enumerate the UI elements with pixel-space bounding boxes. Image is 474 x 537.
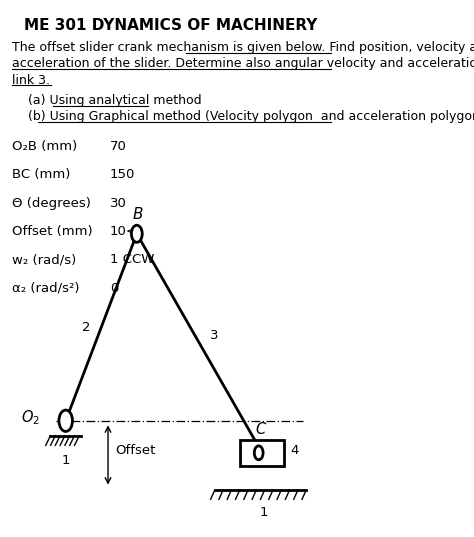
Text: 2: 2 — [82, 321, 90, 334]
Text: 4: 4 — [290, 444, 299, 456]
Bar — [240, 440, 284, 466]
Text: Θ (degrees): Θ (degrees) — [11, 197, 91, 209]
Circle shape — [59, 410, 73, 431]
Text: link 3.: link 3. — [11, 74, 50, 86]
Text: $B$: $B$ — [132, 206, 143, 222]
Text: $C$: $C$ — [255, 421, 267, 437]
Text: Offset (mm): Offset (mm) — [11, 225, 92, 238]
Text: O₂B (mm): O₂B (mm) — [11, 140, 77, 153]
Text: $O_2$: $O_2$ — [21, 409, 40, 427]
Text: BC (mm): BC (mm) — [11, 168, 70, 182]
Text: 1: 1 — [260, 506, 268, 519]
Text: ME 301 DYNAMICS OF MACHINERY: ME 301 DYNAMICS OF MACHINERY — [24, 18, 318, 33]
Text: 10<: 10< — [109, 225, 138, 238]
Text: 0: 0 — [109, 281, 118, 295]
Text: (b) Using Graphical method (Velocity polygon  and acceleration polygon): (b) Using Graphical method (Velocity pol… — [11, 111, 474, 124]
Text: 1: 1 — [62, 454, 70, 467]
Text: The offset slider crank mechanism is given below. Find position, velocity and: The offset slider crank mechanism is giv… — [11, 41, 474, 54]
Text: 3: 3 — [210, 329, 219, 342]
Text: Offset: Offset — [116, 444, 156, 456]
Text: α₂ (rad/s²): α₂ (rad/s²) — [11, 281, 79, 295]
Text: 150: 150 — [109, 168, 135, 182]
Text: acceleration of the slider. Determine also angular velocity and acceleration of: acceleration of the slider. Determine al… — [11, 57, 474, 70]
Text: (a) Using analytical method: (a) Using analytical method — [11, 95, 201, 107]
Text: 70: 70 — [109, 140, 127, 153]
Circle shape — [254, 446, 263, 460]
Circle shape — [131, 225, 142, 242]
Text: 30: 30 — [109, 197, 127, 209]
Text: 1 CCW: 1 CCW — [109, 253, 154, 266]
Text: w₂ (rad/s): w₂ (rad/s) — [11, 253, 76, 266]
